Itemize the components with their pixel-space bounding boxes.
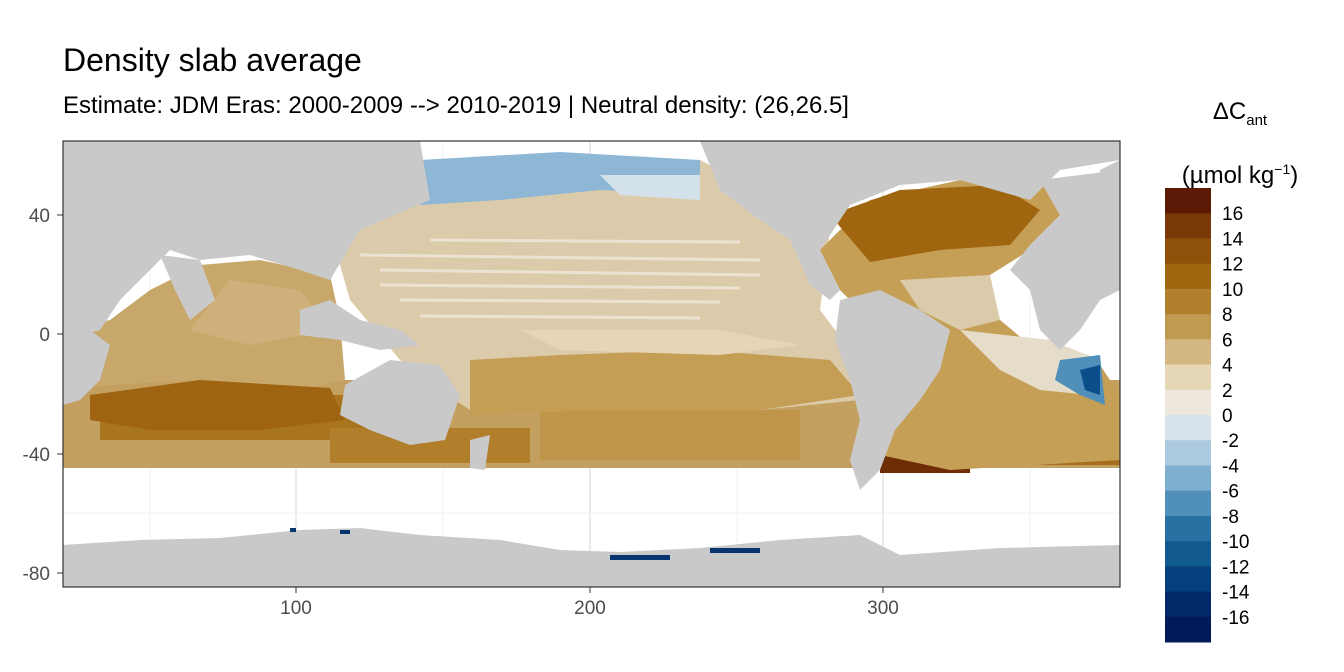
legend-swatch [1165,616,1211,643]
legend-colorbar [1165,188,1211,643]
legend-variable: ΔCant [1212,98,1268,129]
x-tick-label: 200 [574,598,606,619]
x-axis-labels: 100 200 300 [280,598,899,619]
legend-swatch [1165,541,1211,567]
legend-label: -2 [1222,431,1239,452]
legend-label: -16 [1222,608,1249,629]
legend-swatch [1165,213,1211,239]
legend-swatch [1165,314,1211,340]
pacific-streaks [359,238,761,320]
land-masses [63,141,1120,587]
legend-swatch [1165,389,1211,416]
legend-swatch [1165,238,1211,265]
legend-label: -6 [1222,482,1239,503]
legend-label: -10 [1222,532,1249,553]
legend-label: -14 [1222,583,1250,604]
map-subtitle: Estimate: JDM Eras: 2000-2009 --> 2010-2… [63,92,849,119]
legend-label: 2 [1222,381,1233,402]
legend-swatch [1165,188,1211,214]
legend-swatch [1165,566,1211,593]
x-tick-label: 100 [280,598,312,619]
y-tick-label: -80 [23,564,50,585]
legend-label: -12 [1222,557,1249,578]
legend-label: 4 [1222,356,1233,377]
map-layer [63,141,1120,587]
legend-swatch [1165,263,1211,290]
antarctic-coastal-blue [290,528,760,560]
legend-labels: 16 14 12 10 8 6 4 2 0 -2 -4 -6 -8 -10 -12 -14 -16 [1222,204,1250,629]
legend-unit: (µmol kg−1) [1181,160,1299,189]
y-tick-label: 40 [29,206,50,227]
legend-swatch [1165,288,1211,315]
legend-label: 10 [1222,280,1243,301]
legend-title: ΔCant (µmol kg−1) [1160,88,1320,200]
legend-label: 12 [1222,255,1243,276]
legend-label: -8 [1222,507,1239,528]
legend-swatch [1165,440,1211,466]
legend-label: 14 [1222,229,1244,250]
legend-label: 6 [1222,330,1233,351]
x-tick-label: 300 [867,598,899,619]
legend-swatch [1165,364,1211,391]
legend-label: -4 [1222,456,1239,477]
y-axis-labels: 40 0 -40 -80 [23,206,50,585]
axis-tick-marks [57,214,884,593]
legend-swatch [1165,490,1211,517]
map-title: Density slab average [63,42,362,78]
legend-swatch [1165,515,1211,542]
legend-swatch [1165,465,1211,492]
legend-label: 8 [1222,305,1233,326]
north-pacific-blue [420,152,700,205]
panel-border [62,140,1121,588]
y-tick-label: 0 [39,325,50,346]
legend-swatch [1165,339,1211,366]
y-tick-label: -40 [23,445,50,466]
legend-swatch [1165,591,1211,618]
legend-label: 16 [1222,204,1243,225]
legend-swatch [1165,415,1211,441]
legend-label: 0 [1222,406,1233,427]
